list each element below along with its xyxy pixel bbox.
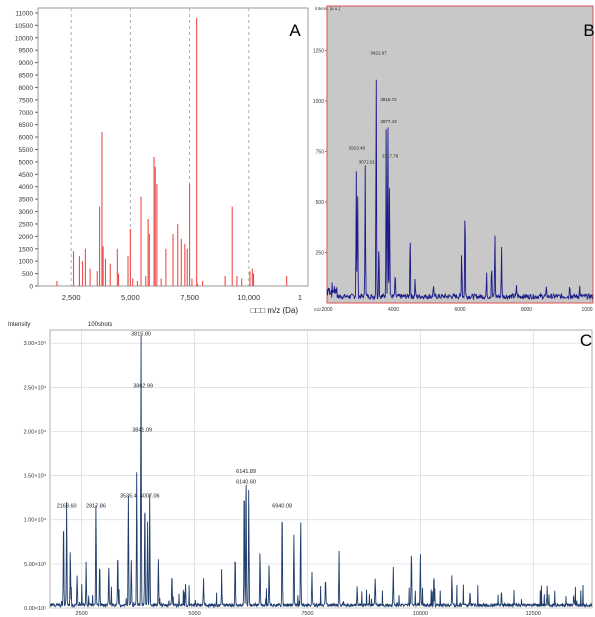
- peak-label-c: 3535.4: [120, 494, 137, 500]
- y-tick-label-c: 2.50×10⁴: [24, 384, 47, 391]
- header-note-c: 100shots: [88, 322, 112, 328]
- y-axis-label-c: Intensity: [8, 322, 30, 328]
- y-tick-label-a: 10500: [15, 23, 33, 30]
- peak-label-b: 3877.43: [380, 119, 397, 124]
- x-tick-label-b: 4000: [388, 307, 399, 313]
- peak-label-c: 3862.99: [133, 383, 153, 389]
- x-axis-unit-b: m/z: [314, 307, 322, 312]
- y-tick-label-a: 5500: [19, 147, 34, 154]
- y-tick-label-a: 8000: [19, 85, 34, 92]
- y-axis-label-b: Intens. [a.u.]: [315, 6, 340, 11]
- spectrum-trace-c: [49, 335, 593, 609]
- y-tick-label-a: 7500: [19, 97, 34, 104]
- y-tick-label-a: 2500: [19, 221, 34, 228]
- y-tick-label-c: 1.50×10⁴: [24, 473, 47, 480]
- panel-label-b: B: [583, 21, 594, 40]
- y-tick-label-c: 3.00×10⁴: [24, 340, 47, 347]
- peak-label-b: 3072.01: [359, 160, 376, 165]
- peak-label-c: 3815.80: [131, 331, 151, 337]
- x-axis-label-a: □□□ m/z (Da): [251, 306, 299, 315]
- peak-label-c: 3841.09: [132, 427, 152, 433]
- peak-label-c: 6140.60: [236, 480, 256, 486]
- x-tick-label-b: 1000: [581, 307, 592, 313]
- y-tick-label-a: 1500: [19, 246, 34, 253]
- y-tick-label-b: 1250: [313, 48, 324, 54]
- x-tick-label-a: 7,500: [180, 293, 199, 302]
- peak-label-b: 3815.72: [380, 97, 397, 102]
- peak-label-c: 2168.60: [57, 503, 77, 509]
- x-tick-label-a: 10,000: [237, 293, 260, 302]
- y-tick-label-c: 2.00×10⁴: [24, 428, 47, 435]
- peak-label-c: 6940.08: [272, 503, 292, 509]
- y-tick-label-a: 9000: [19, 60, 34, 67]
- x-tick-label-c: 2500: [75, 611, 87, 617]
- y-tick-label-c: 1.00×10⁴: [24, 517, 47, 524]
- panel-label-c: C: [580, 331, 592, 350]
- y-tick-label-a: 2000: [19, 234, 34, 241]
- y-tick-label-b: 250: [316, 250, 325, 256]
- panel-label-a: A: [289, 21, 301, 40]
- y-tick-label-a: 6500: [19, 122, 34, 129]
- panel-a: 0 500 1000 1500 2000 2500 3000 3500 4000 4500 5000…: [0, 0, 312, 315]
- spectrum-c-chart: 0.00×10¹ 5.00×10³ 1.00×10⁴ 1.50×10⁴ 2.00×10⁴…: [8, 322, 593, 617]
- peak-label-c: 6141.89: [236, 469, 256, 475]
- spectrum-b-chart: Intens. [a.u.] 250 500 750 1000 1250 2000 4000 6…: [313, 5, 595, 313]
- spectrum-trace-b: [326, 79, 594, 301]
- peak-label-b: 3421.97: [370, 50, 387, 55]
- x-tick-label-c: 10000: [413, 611, 428, 617]
- y-tick-label-a: 4000: [19, 184, 34, 191]
- y-tick-label-b: 500: [316, 200, 325, 206]
- y-tick-label-a: 0: [29, 284, 33, 291]
- y-tick-label-a: 8500: [19, 73, 34, 80]
- y-tick-label-a: 5000: [19, 159, 34, 166]
- y-tick-label-b: 1000: [313, 99, 324, 105]
- x-tick-label-a: 1: [298, 293, 302, 302]
- x-tick-label-c: 5000: [188, 611, 200, 617]
- peak-label-b: 2913.46: [349, 145, 366, 150]
- y-tick-label-a: 3000: [19, 209, 34, 216]
- x-tick-label-b: 6000: [454, 307, 465, 313]
- plot-area-b: [326, 5, 594, 304]
- x-tick-label-b: 8000: [521, 307, 532, 313]
- panel-c: 0.00×10¹ 5.00×10³ 1.00×10⁴ 1.50×10⁴ 2.00×10⁴…: [0, 316, 595, 617]
- y-tick-label-a: 7000: [19, 110, 34, 117]
- x-tick-label-c: 12500: [526, 611, 541, 617]
- peak-label-b: 3717.78: [382, 154, 399, 159]
- y-tick-label-c: 5.00×10³: [24, 562, 46, 568]
- y-tick-label-a: 9500: [19, 48, 34, 55]
- y-tick-label-a: 6000: [19, 135, 34, 142]
- y-tick-label-a: 10000: [15, 35, 33, 42]
- peak-label-c: 2817.86: [86, 503, 106, 509]
- spectrum-a-chart: 0 500 1000 1500 2000 2500 3000 3500 4000 4500 5000…: [15, 7, 309, 315]
- y-tick-label-a: 500: [22, 271, 33, 278]
- x-tick-label-b: 2000: [321, 307, 332, 313]
- y-tick-label-c: 0.00×10¹: [24, 606, 46, 612]
- y-tick-label-a: 4500: [19, 172, 34, 179]
- y-tick-label-a: 3500: [19, 197, 34, 204]
- x-tick-label-c: 7500: [301, 611, 313, 617]
- y-tick-label-b: 750: [316, 149, 325, 155]
- peak-label-c: 4007.06: [140, 494, 160, 500]
- x-tick-label-a: 5,000: [121, 293, 140, 302]
- x-tick-label-a: 2,500: [62, 293, 81, 302]
- panel-b: Intens. [a.u.] 250 500 750 1000 1250 2000 4000 6…: [313, 0, 595, 315]
- y-tick-label-a: 1000: [19, 259, 34, 266]
- y-tick-label-a: 11000: [15, 10, 33, 17]
